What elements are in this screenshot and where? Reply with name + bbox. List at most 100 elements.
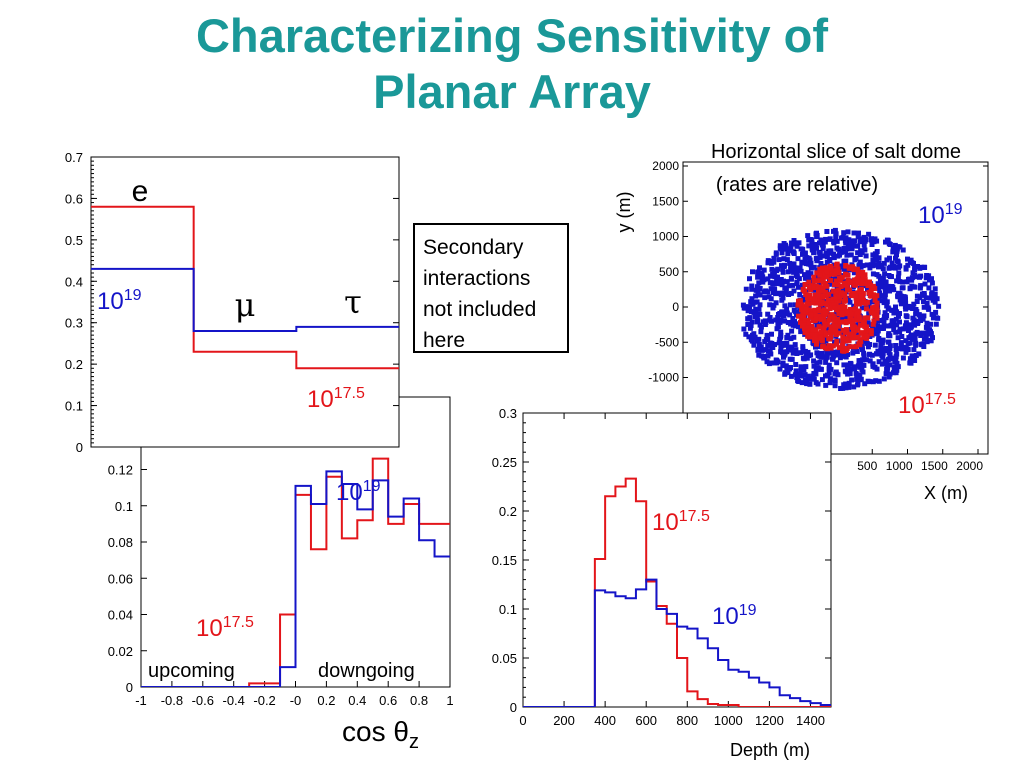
scatter-point-blue xyxy=(803,261,809,267)
x-tick-label: 1000 xyxy=(886,459,913,473)
scatter-point-blue xyxy=(844,252,850,258)
scatter-point-blue xyxy=(759,347,765,353)
scatter-point-blue xyxy=(891,365,897,371)
scatter-point-blue xyxy=(878,293,884,299)
scatter-point-blue xyxy=(872,364,878,370)
scatter-point-blue xyxy=(842,368,848,374)
scatter-point-blue xyxy=(778,332,784,338)
scatter-point-red xyxy=(847,344,853,350)
scatter-point-red xyxy=(817,284,823,290)
scatter-point-red xyxy=(871,307,877,313)
scatter-point-blue xyxy=(916,351,922,357)
scatter-point-blue xyxy=(910,315,916,321)
scatter-point-blue xyxy=(859,305,865,311)
scatter-point-blue xyxy=(854,349,860,354)
scatter-point-blue xyxy=(843,235,849,241)
scatter-point-blue xyxy=(802,272,807,278)
scatter-point-red xyxy=(808,312,814,318)
y-tick-label: 0.12 xyxy=(108,463,133,478)
scatter-point-red xyxy=(841,298,847,304)
scatter-point-blue xyxy=(807,381,813,387)
scatter-point-blue xyxy=(772,274,778,280)
plot-frame xyxy=(522,412,832,708)
scatter-point-blue xyxy=(785,320,791,325)
scatter-point-blue xyxy=(788,240,794,246)
scatter-point-blue xyxy=(824,254,830,260)
scatter-point-blue xyxy=(876,359,882,365)
x-tick-label: 0.4 xyxy=(348,693,366,708)
scatter-point-blue xyxy=(814,245,819,251)
scatter-point-blue xyxy=(900,247,906,253)
scatter-point-blue xyxy=(782,303,788,309)
scatter-point-blue xyxy=(749,286,755,292)
scatter-point-blue xyxy=(915,264,920,269)
scatter-point-blue xyxy=(773,357,779,363)
scatter-point-blue xyxy=(791,269,797,275)
scatter-point-red xyxy=(874,301,880,307)
scatter-point-blue xyxy=(929,291,935,297)
scatter-point-blue xyxy=(794,351,800,356)
scatter-point-blue xyxy=(848,252,854,258)
scatter-point-blue xyxy=(904,279,910,285)
scatter-point-red xyxy=(870,321,876,327)
scatter-point-blue xyxy=(792,319,797,324)
x-tick-label: 500 xyxy=(857,459,877,473)
y-tick-label: 0 xyxy=(76,440,83,455)
scatter-point-blue xyxy=(891,263,897,269)
y-tick-label: 0.2 xyxy=(499,504,517,519)
x-axis-label: cos θz xyxy=(342,716,419,753)
scatter-point-blue xyxy=(846,237,852,243)
scatter-point-red xyxy=(812,333,818,339)
scatter-point-red xyxy=(810,327,816,333)
scatter-point-red xyxy=(823,293,829,298)
scatter-point-blue xyxy=(755,269,761,275)
scatter-point-blue xyxy=(893,255,898,261)
scatter-point-blue xyxy=(755,290,761,295)
scatter-point-blue xyxy=(864,357,869,363)
series-line-red xyxy=(91,205,399,370)
scatter-point-red xyxy=(844,327,850,333)
dome-title-line-1: Horizontal slice of salt dome xyxy=(711,141,961,163)
scatter-point-blue xyxy=(756,280,762,286)
scatter-point-blue xyxy=(886,350,892,356)
scatter-point-red xyxy=(833,288,839,294)
scatter-point-blue xyxy=(848,366,853,372)
scatter-point-blue xyxy=(780,290,786,296)
scatter-point-red xyxy=(829,271,835,277)
scatter-point-blue xyxy=(743,286,749,292)
scatter-point-blue xyxy=(855,381,861,387)
scatter-point-red xyxy=(837,277,843,283)
y-tick-label: 0.5 xyxy=(65,233,83,248)
scatter-point-blue xyxy=(752,334,758,340)
scatter-point-red xyxy=(830,313,836,319)
scatter-point-blue xyxy=(928,338,934,344)
scatter-point-blue xyxy=(824,350,830,356)
scatter-point-blue xyxy=(751,342,757,348)
scatter-point-blue xyxy=(833,274,839,280)
scatter-point-blue xyxy=(924,300,930,306)
scatter-point-blue xyxy=(809,240,815,246)
scatter-point-red xyxy=(799,318,805,324)
scatter-point-red xyxy=(871,283,876,289)
scatter-point-blue xyxy=(893,354,899,360)
scatter-point-blue xyxy=(776,312,781,317)
scatter-point-blue xyxy=(856,358,862,364)
scatter-point-blue xyxy=(889,260,895,266)
scatter-point-blue xyxy=(813,371,819,377)
scatter-point-red xyxy=(806,320,812,326)
scatter-point-blue xyxy=(935,315,941,321)
scatter-point-blue xyxy=(766,361,772,367)
scatter-point-blue xyxy=(776,340,782,346)
scatter-point-red xyxy=(800,323,805,329)
scatter-point-red xyxy=(814,270,820,276)
scatter-point-blue xyxy=(775,324,781,330)
scatter-point-blue xyxy=(907,286,913,292)
scatter-point-red xyxy=(835,282,841,288)
scatter-point-red xyxy=(858,281,864,286)
salt-dome-chart: 2000 1500 1000 500 0 -500 -1000 500 1000 1500 2000… xyxy=(614,141,989,503)
scatter-point-blue xyxy=(840,353,846,359)
scatter-point-blue xyxy=(876,285,882,291)
scatter-point-blue xyxy=(896,270,902,276)
scatter-point-blue xyxy=(792,265,798,271)
x-tick-label: 1 xyxy=(446,693,453,708)
